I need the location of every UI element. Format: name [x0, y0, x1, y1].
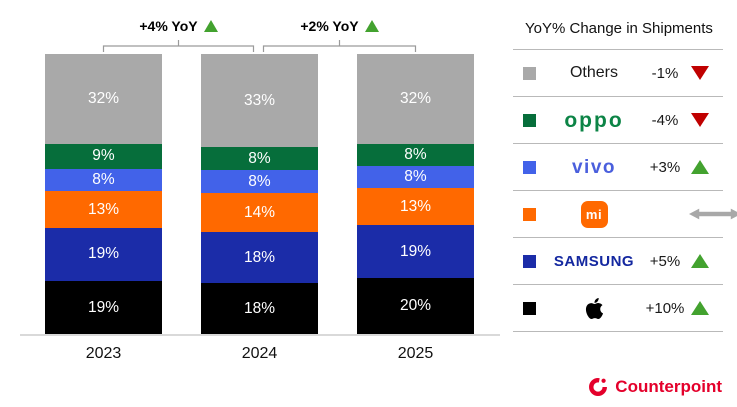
trend-up-icon: [691, 301, 709, 315]
segment-value-label: 14%: [243, 203, 276, 221]
bar-2025: 32% 8% 8% 13% 19% 20%: [357, 54, 474, 334]
x-axis-line: [20, 334, 500, 336]
segment-value-label: 8%: [92, 171, 115, 189]
legend-row-samsung: SAMSUNG +5%: [513, 238, 723, 285]
legend-title: YoY% Change in Shipments: [513, 14, 723, 50]
trend-indicator: [691, 160, 709, 174]
oppo-wordmark: oppo: [564, 108, 624, 132]
segment-vivo-2023: 8%: [45, 168, 162, 192]
segment-vivo-2025: 8%: [357, 165, 474, 189]
segment-xiaomi-2024: 14%: [201, 192, 318, 233]
category-label-2025: 2025: [397, 345, 434, 362]
others-logo: Others: [570, 64, 618, 82]
segment-value-label: 8%: [404, 146, 427, 164]
legend-row-oppo: oppo -4%: [513, 97, 723, 144]
segment-apple-2023: 19%: [45, 280, 162, 334]
segment-xiaomi-2025: 13%: [357, 188, 474, 225]
series-color-swatch: [523, 66, 536, 80]
trend-indicator: [691, 254, 709, 268]
yoy-change-value: +3%: [649, 158, 681, 176]
series-color-swatch: [523, 254, 536, 268]
vivo-logo: vivo: [572, 158, 616, 177]
segment-value-label: 9%: [92, 147, 115, 165]
legend-panel: YoY% Change in Shipments Others -1% oppo -4…: [513, 14, 737, 332]
legend-row-apple: +10%: [513, 285, 723, 332]
segment-value-label: 32%: [399, 90, 432, 108]
counterpoint-icon: [589, 378, 608, 396]
trend-down-icon: [691, 113, 709, 127]
segment-value-label: 8%: [404, 168, 427, 186]
legend-row-xiaomi: mi: [513, 191, 737, 238]
segment-others-2024: 33%: [201, 54, 318, 148]
samsung-wordmark: SAMSUNG: [553, 252, 635, 270]
yoy-bracket-lines: [102, 40, 417, 52]
segment-others-2025: 32%: [357, 54, 474, 144]
segment-oppo-2023: 9%: [45, 143, 162, 169]
series-color-swatch: [523, 113, 536, 127]
segment-samsung-2023: 19%: [45, 227, 162, 281]
segment-value-label: 32%: [87, 90, 120, 108]
yoy-annotation-text: +4% YoY: [139, 18, 198, 34]
segment-value-label: 19%: [87, 245, 120, 263]
segment-value-label: 8%: [248, 149, 271, 167]
yoy-annotation-2: +2% YoY: [260, 18, 420, 34]
segment-value-label: 8%: [248, 172, 271, 190]
bar-2023: 32% 9% 8% 13% 19% 19%: [45, 54, 162, 334]
legend-row-vivo: vivo +3%: [513, 144, 723, 191]
trend-down-icon: [691, 66, 709, 80]
samsung-logo: SAMSUNG: [554, 254, 634, 269]
apple-logo: [584, 296, 605, 321]
series-color-swatch: [523, 207, 536, 221]
segment-others-2023: 32%: [45, 54, 162, 144]
segment-value-label: 18%: [243, 248, 276, 266]
yoy-change-value: -4%: [651, 111, 679, 129]
yoy-change-value: +5%: [649, 252, 681, 270]
trend-up-icon: [364, 20, 379, 33]
segment-oppo-2024: 8%: [201, 147, 318, 170]
trend-indicator: [689, 207, 737, 221]
series-color-swatch: [523, 301, 536, 315]
xiaomi-logo: mi: [580, 200, 608, 228]
segment-xiaomi-2023: 13%: [45, 191, 162, 228]
segment-vivo-2024: 8%: [201, 169, 318, 193]
trend-up-icon: [691, 160, 709, 174]
segment-samsung-2024: 18%: [201, 232, 318, 284]
yoy-change-value: -1%: [651, 64, 679, 82]
category-label-2023: 2023: [85, 345, 122, 362]
yoy-change-value: +10%: [645, 299, 685, 317]
stacked-bar-chart: counterpoint 32%9%8%13%19%19%202333%8%8%…: [20, 18, 500, 362]
vivo-wordmark: vivo: [571, 156, 617, 178]
xiaomi-mi-badge: mi: [580, 200, 608, 228]
bar-2024: 33% 8% 8% 14% 18% 18%: [201, 54, 318, 334]
segment-value-label: 18%: [243, 299, 276, 317]
legend-row-others: Others -1%: [513, 50, 723, 97]
segment-apple-2025: 20%: [357, 277, 474, 334]
series-color-swatch: [523, 160, 536, 174]
trend-indicator: [691, 301, 709, 315]
segment-value-label: 19%: [87, 298, 120, 316]
trend-up-icon: [203, 20, 218, 33]
counterpoint-logo: Counterpoint: [587, 376, 722, 398]
segment-value-label: 19%: [399, 242, 432, 260]
segment-value-label: 13%: [87, 200, 120, 218]
trend-up-icon: [691, 254, 709, 268]
legend-rows: Others -1% oppo -4% vivo +3% mi SAMSUNG +5% +10%: [513, 50, 737, 332]
segment-value-label: 20%: [399, 297, 432, 315]
segment-apple-2024: 18%: [201, 283, 318, 334]
yoy-annotation-1: +4% YoY: [99, 18, 259, 34]
oppo-logo: oppo: [564, 110, 623, 131]
segment-oppo-2025: 8%: [357, 143, 474, 166]
trend-indicator: [691, 113, 709, 127]
segment-samsung-2025: 19%: [357, 224, 474, 278]
others-wordmark: Others: [569, 64, 618, 81]
apple-logo-icon: [585, 297, 603, 319]
trend-indicator: [691, 66, 709, 80]
counterpoint-wordmark: Counterpoint: [615, 377, 722, 396]
segment-value-label: 33%: [243, 91, 276, 109]
yoy-annotation-text: +2% YoY: [300, 18, 359, 34]
category-label-2024: 2024: [241, 345, 278, 362]
segment-value-label: 13%: [399, 197, 432, 215]
trend-flat-icon: [689, 208, 737, 220]
